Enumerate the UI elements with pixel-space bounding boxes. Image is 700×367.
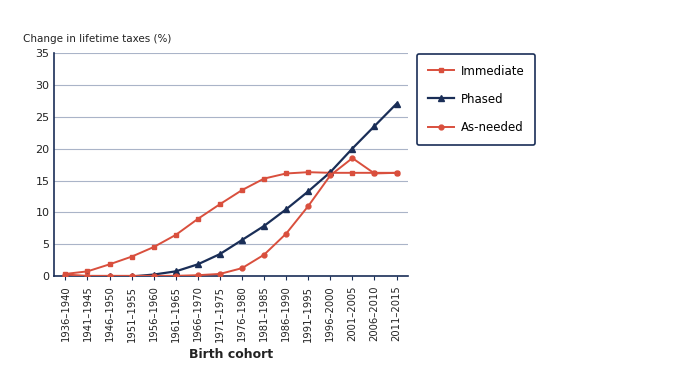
Phased (106, 274, 114, 279)
As-needed (172, 274, 180, 278)
Immediate (194, 217, 202, 221)
Phased (282, 207, 290, 211)
Phased (304, 189, 312, 193)
Immediate (61, 272, 69, 276)
As-needed (127, 274, 136, 278)
As-needed (238, 266, 246, 270)
Line: Immediate: Immediate (63, 170, 399, 276)
Phased (260, 224, 268, 228)
Immediate (392, 171, 400, 175)
As-needed (348, 156, 356, 160)
Phased (150, 272, 158, 277)
As-needed (392, 171, 400, 175)
Phased (216, 252, 224, 256)
As-needed (260, 252, 268, 257)
Phased (326, 170, 335, 174)
Phased (194, 262, 202, 266)
Immediate (150, 245, 158, 249)
Immediate (106, 262, 114, 266)
Phased (83, 274, 92, 279)
As-needed (304, 204, 312, 208)
Line: Phased: Phased (62, 101, 400, 280)
Phased (348, 146, 356, 151)
Immediate (172, 233, 180, 237)
Phased (61, 274, 69, 279)
As-needed (106, 274, 114, 278)
Phased (172, 269, 180, 273)
As-needed (282, 232, 290, 236)
As-needed (370, 171, 379, 176)
Line: As-needed: As-needed (63, 156, 399, 278)
As-needed (61, 272, 69, 277)
Immediate (370, 171, 379, 175)
Legend: Immediate, Phased, As-needed: Immediate, Phased, As-needed (417, 54, 535, 145)
Phased (370, 124, 379, 128)
Phased (238, 238, 246, 242)
Text: Change in lifetime taxes (%): Change in lifetime taxes (%) (22, 34, 171, 44)
X-axis label: Birth cohort: Birth cohort (189, 348, 273, 361)
Immediate (127, 254, 136, 259)
As-needed (83, 274, 92, 278)
Phased (127, 274, 136, 279)
Immediate (348, 171, 356, 175)
Immediate (304, 170, 312, 174)
Immediate (260, 177, 268, 181)
As-needed (150, 274, 158, 278)
Immediate (216, 202, 224, 206)
As-needed (326, 173, 335, 178)
Immediate (238, 188, 246, 192)
Immediate (326, 171, 335, 175)
Immediate (83, 269, 92, 273)
As-needed (194, 273, 202, 277)
As-needed (216, 272, 224, 276)
Phased (392, 102, 400, 106)
Immediate (282, 171, 290, 176)
